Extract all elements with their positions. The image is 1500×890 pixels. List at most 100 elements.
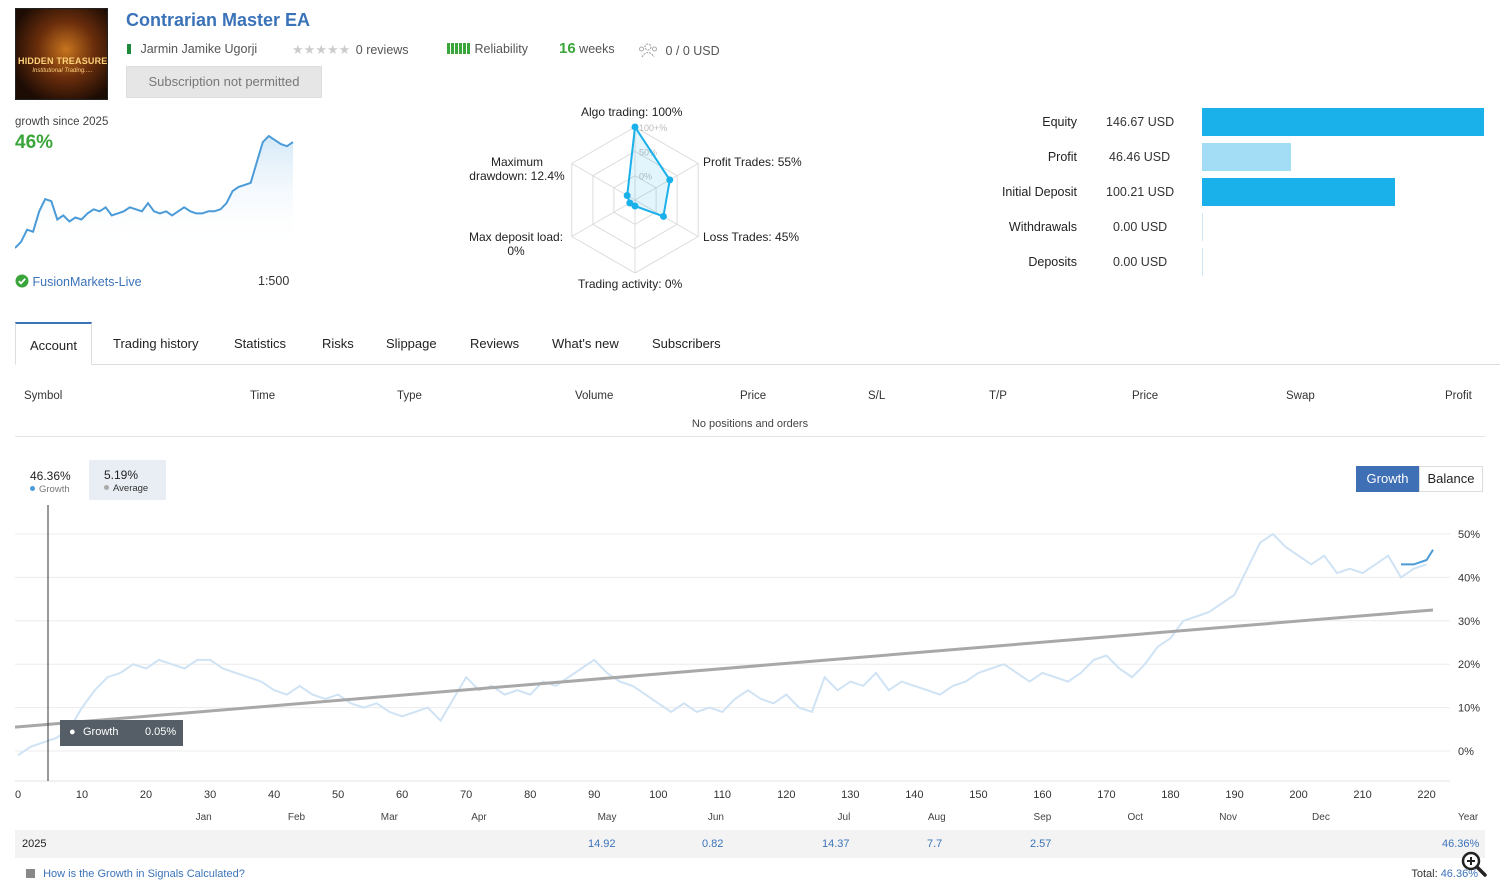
radar-point (631, 202, 639, 210)
tab-statistics[interactable]: Statistics (234, 336, 287, 351)
weeks: 16 weeks (559, 40, 615, 57)
y-tick-label: 40% (1458, 572, 1480, 584)
verified-check-icon (15, 274, 29, 288)
y-tick-label: 10% (1458, 703, 1480, 715)
x-tick-label: 100 (649, 789, 667, 801)
tab-slippage[interactable]: Slippage (386, 336, 437, 351)
flag-icon (127, 42, 137, 56)
author-name[interactable]: Jarmin Jamike Ugorji (140, 42, 258, 56)
x-tick-label: 120 (777, 789, 795, 801)
radar-label-max-deposit-load-line2: 0% (507, 244, 525, 258)
sparkline-line (15, 134, 294, 249)
zoom-icon[interactable] (1460, 850, 1488, 878)
tab-reviews[interactable]: Reviews (470, 336, 520, 351)
growth-sparkline (15, 134, 294, 249)
fin-value: 0.00 USD (1113, 255, 1168, 269)
year-total-value[interactable]: 46.36% (1442, 838, 1480, 850)
col-price[interactable]: Price (740, 390, 767, 402)
growth-calc-link-text[interactable]: How is the Growth in Signals Calculated? (43, 868, 245, 880)
y-tick-label: 0% (1458, 746, 1474, 758)
tab-trading-history[interactable]: Trading history (113, 336, 199, 351)
month-label: Jul (838, 812, 851, 823)
broker[interactable]: FusionMarkets-Live (15, 274, 142, 289)
legend-average[interactable]: 5.19% Average (89, 460, 166, 500)
reliability-label: Reliability (474, 42, 528, 56)
month-label: Aug (928, 812, 946, 823)
reviews-count[interactable]: 0 reviews (355, 43, 409, 57)
broker-name[interactable]: FusionMarkets-Live (32, 275, 142, 289)
logo-text: HIDDEN TREASURES (18, 56, 108, 66)
total-label: Total: (1411, 868, 1438, 880)
month-label: Sep (1034, 812, 1052, 823)
y-tick-label: 20% (1458, 659, 1480, 671)
signal-title[interactable]: Contrarian Master EA (126, 10, 311, 30)
month-label: Apr (471, 812, 487, 823)
fin-bar (1202, 178, 1395, 206)
book-icon (26, 869, 35, 878)
fin-label: Withdrawals (1008, 220, 1077, 234)
tab-whats-new[interactable]: What's new (552, 336, 619, 351)
tab-subscribers[interactable]: Subscribers (652, 336, 721, 351)
tab-account[interactable]: Account (15, 322, 92, 365)
growth-current-line (1401, 549, 1434, 566)
col-swap[interactable]: Swap (1286, 390, 1315, 402)
growth-chart[interactable]: 0% 10% 20% 30% 40% 50% 0 10 20 30 40 50 60 70 80 90 100 1… (0, 500, 1500, 830)
col-sl[interactable]: S/L (868, 390, 886, 402)
fin-bar (1202, 213, 1203, 241)
legend-growth-value: 46.36% (30, 469, 71, 483)
reliability: Reliability (447, 42, 528, 56)
col-tp[interactable]: T/P (989, 390, 1007, 402)
radar-label-profit-trades: Profit Trades: 55% (703, 155, 802, 169)
col-volume[interactable]: Volume (575, 390, 614, 402)
balance-toggle-button[interactable]: Balance (1419, 466, 1483, 492)
x-tick-label: 30 (204, 789, 216, 801)
tab-risks[interactable]: Risks (322, 336, 354, 351)
author[interactable]: Jarmin Jamike Ugorji (127, 42, 257, 56)
col-time[interactable]: Time (250, 390, 276, 402)
radar-spoke (571, 199, 636, 237)
growth-calc-link[interactable]: How is the Growth in Signals Calculated? (26, 868, 245, 880)
growth-toggle-button[interactable]: Growth (1356, 466, 1419, 492)
legend-growth[interactable]: 46.36% Growth (20, 462, 84, 498)
tooltip-label: Growth (83, 726, 119, 738)
fin-bar (1202, 108, 1484, 136)
col-type[interactable]: Type (397, 390, 422, 402)
month-value-jul[interactable]: 14.37 (822, 838, 850, 850)
x-tick-label: 40 (268, 789, 280, 801)
fin-value: 100.21 USD (1106, 185, 1175, 199)
radar-point (623, 191, 631, 199)
month-label: Dec (1312, 812, 1330, 823)
x-tick-label: 210 (1353, 789, 1371, 801)
fin-value: 146.67 USD (1106, 115, 1175, 129)
legend-growth-label: Growth (30, 484, 70, 495)
radar-spoke (634, 163, 699, 201)
rating[interactable]: ★★★★★ 0 reviews (292, 42, 409, 58)
col-profit[interactable]: Profit (1445, 390, 1472, 402)
tab-bar: Account Trading history Statistics Risks… (15, 322, 1500, 365)
fin-label: Equity (1042, 115, 1077, 129)
no-positions-text: No positions and orders (691, 418, 809, 430)
month-value-sep[interactable]: 2.57 (1030, 838, 1052, 850)
month-label: Jan (196, 812, 212, 823)
logo-subtext: Institutional Trading..... (32, 68, 93, 74)
radar-chart: 100+% 50% 0% (571, 123, 699, 274)
month-value-aug[interactable]: 7.7 (927, 838, 943, 850)
growth-history-line (17, 532, 1427, 757)
fin-bar (1202, 248, 1203, 276)
x-tick-label: 140 (905, 789, 923, 801)
weeks-number: 16 (559, 40, 576, 57)
month-value-jun[interactable]: 0.82 (702, 838, 724, 850)
radar-ring-label: 100+% (639, 123, 667, 133)
month-value-may[interactable]: 14.92 (588, 838, 616, 850)
radar-label-loss-trades: Loss Trades: 45% (703, 230, 800, 244)
x-tick-label: 150 (969, 789, 987, 801)
x-tick-label: 90 (588, 789, 600, 801)
col-symbol[interactable]: Symbol (24, 390, 63, 402)
subscription-button[interactable]: Subscription not permitted (126, 66, 322, 98)
month-label: May (598, 812, 617, 823)
x-tick-label: 220 (1417, 789, 1435, 801)
radar-point (666, 176, 674, 184)
radar-label-max-drawdown: Maximum drawdown: 12.4% (463, 155, 571, 183)
radar-label-trading-activity: Trading activity: 0% (578, 277, 683, 291)
col-price-current[interactable]: Price (1132, 390, 1159, 402)
